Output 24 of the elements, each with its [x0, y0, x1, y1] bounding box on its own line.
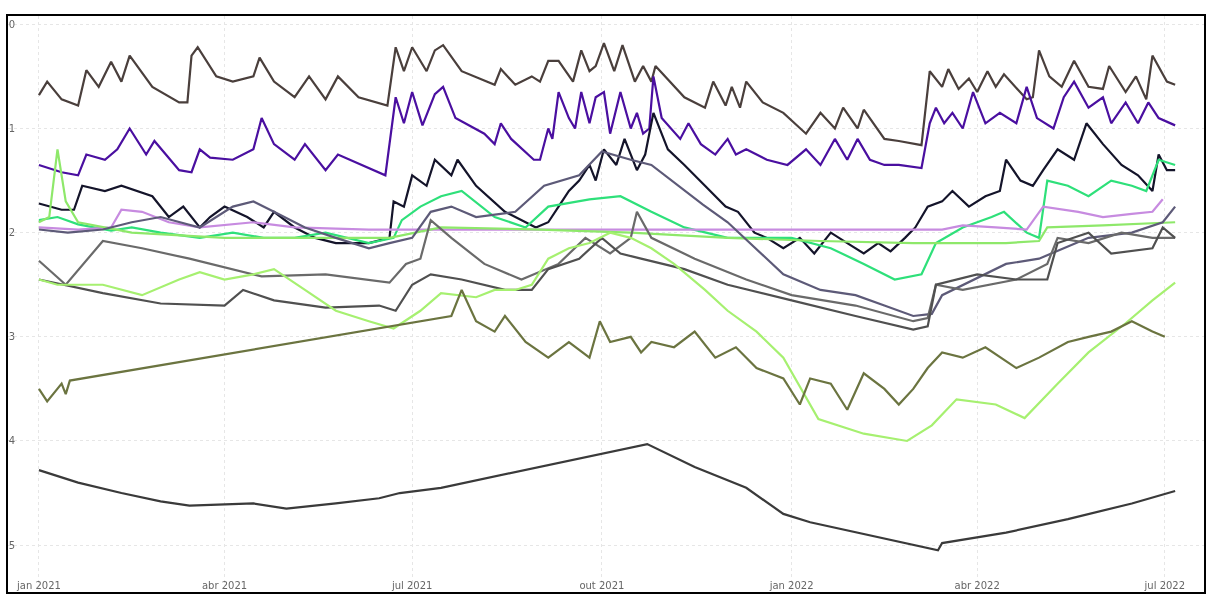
line-series — [37, 111, 1177, 255]
y-tick-label: 1 — [8, 122, 16, 134]
x-tick-label: abr 2022 — [954, 580, 1000, 592]
x-tick-label: jan 2022 — [768, 580, 814, 592]
y-tick-label: 0 — [8, 18, 16, 30]
x-tick-label: abr 2021 — [201, 580, 248, 592]
x-tick-label: jul 2022 — [1143, 580, 1186, 592]
line-series — [37, 198, 1164, 231]
line-series — [37, 231, 1177, 443]
line-series — [37, 75, 1177, 177]
line-series — [37, 288, 1166, 411]
y-tick-label: 4 — [8, 435, 16, 447]
y-tick-label: 3 — [8, 331, 16, 343]
line-series — [37, 442, 1177, 552]
x-tick-label: out 2021 — [579, 580, 625, 592]
x-tick-label: jan 2021 — [15, 580, 61, 592]
line-series — [37, 150, 1177, 318]
line-series — [37, 41, 1177, 147]
line-series — [37, 210, 1177, 323]
y-tick-label: 5 — [8, 539, 16, 551]
y-tick-label: 2 — [8, 227, 16, 239]
line-series — [37, 158, 1177, 281]
line-series — [37, 148, 1177, 245]
x-tick-label: jul 2021 — [390, 580, 433, 592]
